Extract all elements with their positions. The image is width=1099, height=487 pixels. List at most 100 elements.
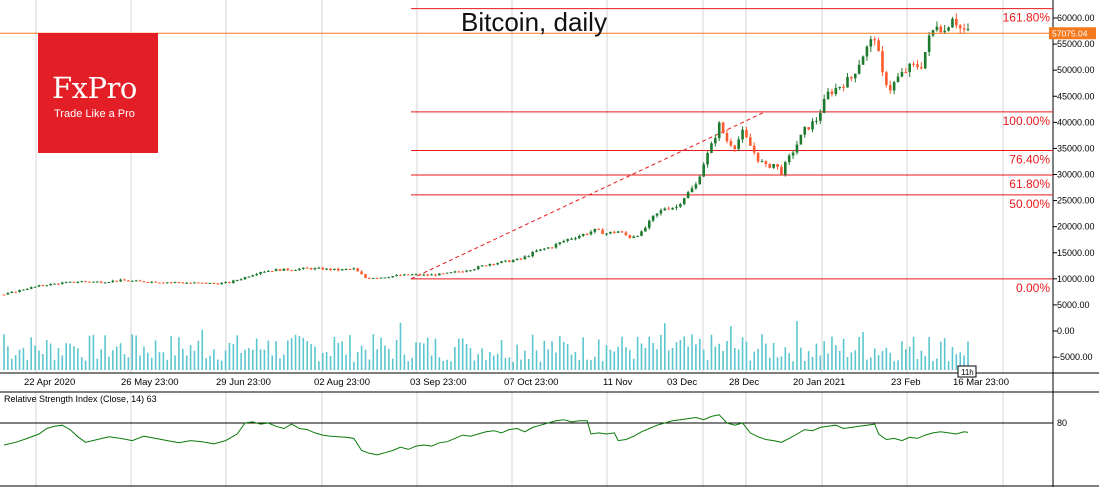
candle-up — [344, 269, 348, 271]
volume-bar — [178, 337, 180, 370]
volume-bar — [263, 349, 266, 370]
volume-bar — [236, 335, 239, 370]
x-tick-label: 07 Oct 23:00 — [504, 377, 558, 388]
volume-bar — [119, 343, 122, 370]
volume-bar — [737, 349, 740, 370]
volume-bar — [516, 344, 518, 370]
candle-down — [146, 281, 150, 283]
y-tick-label: 35000.00 — [1057, 143, 1095, 153]
candle-down — [904, 72, 908, 74]
volume-bar — [454, 346, 456, 370]
volume-bar — [154, 340, 157, 370]
candle-down — [749, 137, 752, 146]
volume-bar — [131, 334, 134, 370]
volume-bar — [399, 322, 402, 370]
volume-bar — [959, 352, 962, 370]
volume-bar — [842, 338, 845, 370]
candle-up — [570, 238, 573, 240]
fib-trend-line — [410, 111, 766, 280]
volume-bar — [695, 344, 697, 370]
volume-bar — [271, 355, 274, 370]
candle-up — [26, 288, 29, 290]
volume-bar — [61, 355, 64, 370]
volume-bar — [555, 352, 557, 370]
candle-up — [714, 138, 717, 144]
volume-bar — [644, 348, 647, 370]
volume-bar — [104, 335, 106, 370]
volume-bar — [100, 349, 102, 370]
volume-bar — [924, 355, 927, 370]
volume-bar — [376, 349, 378, 370]
volume-bar — [162, 352, 165, 370]
volume-bar — [492, 355, 495, 370]
candle-down — [426, 274, 429, 276]
fibonacci-levels: 161.80% 100.00% 76.40% 61.80% 50.00% 0.00% — [411, 8, 1053, 295]
candle-down — [290, 270, 293, 272]
candle-up — [103, 282, 107, 284]
volume-bar — [730, 326, 732, 370]
volume-bar — [920, 350, 923, 370]
volume-bar — [205, 358, 207, 370]
candle-down — [484, 265, 488, 267]
candle-up — [772, 164, 775, 168]
y-tick-label: 10000.00 — [1057, 274, 1095, 284]
volume-bar — [512, 361, 515, 370]
candle-down — [72, 281, 76, 283]
volume-bar — [928, 337, 930, 370]
volume-bar — [182, 348, 184, 370]
candle-up — [473, 269, 476, 271]
volume-bar — [294, 334, 297, 370]
volume-bar — [353, 361, 355, 370]
candle-up — [671, 207, 674, 210]
volume-bar — [831, 336, 833, 370]
x-tick-label: 03 Dec — [667, 377, 697, 388]
x-tick-label: 16 Mar 23:00 — [953, 377, 1009, 388]
volume-bar — [745, 341, 748, 370]
candle-down — [127, 280, 130, 282]
candle-up — [531, 251, 534, 257]
volume-bar — [251, 349, 254, 370]
candle-down — [807, 127, 810, 130]
volume-bar — [905, 349, 907, 370]
candle-up — [857, 64, 861, 74]
volume-bar — [248, 348, 250, 370]
candle-up — [255, 273, 258, 276]
volume-bar — [687, 346, 689, 370]
candle-down — [912, 63, 915, 65]
volume-bar — [286, 340, 289, 370]
volume-bar — [53, 359, 56, 370]
y-tick-label: 5000.00 — [1057, 300, 1090, 310]
volume-bar — [279, 358, 281, 370]
candle-up — [208, 282, 212, 284]
candle-up — [465, 270, 468, 272]
volume-bar — [800, 347, 802, 370]
candle-up — [539, 249, 542, 251]
candle-up — [259, 272, 262, 274]
volume-bar — [96, 358, 99, 370]
candle-up — [263, 271, 266, 273]
volume-bar — [224, 350, 227, 370]
candle-down — [99, 281, 103, 283]
candle-down — [418, 274, 422, 276]
volume-bar — [314, 346, 316, 370]
candle-down — [601, 229, 604, 235]
volume-bar — [846, 357, 849, 370]
candle-up — [387, 277, 391, 279]
volume-bar — [306, 341, 308, 370]
candle-down — [939, 26, 943, 33]
candle-down — [441, 273, 445, 275]
candle-up — [76, 282, 80, 284]
y-tick-label: -5000.00 — [1057, 352, 1093, 362]
candle-up — [846, 77, 849, 88]
candle-down — [142, 281, 146, 283]
candle-up — [488, 263, 492, 266]
candle-up — [111, 280, 115, 283]
candle-up — [480, 265, 484, 267]
candle-down — [181, 282, 185, 284]
volume-bar — [244, 349, 246, 370]
volume-bar — [450, 361, 452, 370]
candles — [2, 13, 970, 296]
y-tick-label: 20000.00 — [1057, 222, 1095, 232]
candle-up — [422, 274, 426, 276]
candle-up — [313, 268, 317, 270]
